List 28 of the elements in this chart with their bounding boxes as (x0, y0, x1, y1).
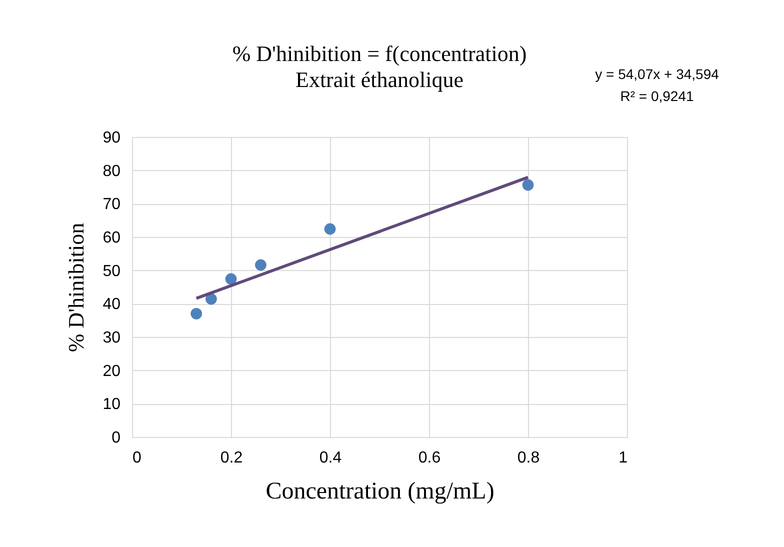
point (324, 223, 336, 235)
x-tick-label: 0.2 (220, 450, 243, 466)
y-tick-label: 90 (102, 130, 121, 146)
x-tick-label: 1 (618, 450, 628, 466)
point (190, 308, 202, 320)
y-tick-label: 40 (102, 296, 121, 314)
y-tick-label: 10 (102, 396, 121, 414)
y-tick-label: 20 (102, 362, 121, 380)
y-tick-label: 60 (102, 230, 121, 246)
point (522, 179, 534, 191)
x-tick-label: 0.6 (418, 450, 441, 466)
chart-subtitle: Extrait éthanolique (296, 67, 464, 92)
y-tick-label: 0 (112, 430, 121, 446)
y-tick-label: 50 (102, 262, 121, 280)
x-axis-title: Concentration (mg/mL) (266, 478, 494, 504)
x-tick-label: 0.4 (319, 450, 342, 466)
x-tick-label: 0 (132, 450, 142, 466)
point (225, 273, 237, 285)
text: R² = 0,9241 (620, 88, 694, 104)
y-tick-label: 30 (102, 330, 121, 346)
text: y = 54,07x + 34,594 (595, 66, 720, 82)
point (255, 259, 266, 271)
point (206, 293, 217, 305)
y-tick-label: 70 (102, 196, 121, 214)
y-axis-title: % D'hinibition (64, 222, 89, 352)
chart-title: % D'hinibition = f(concentration) (232, 41, 527, 66)
x-tick-label: 0.8 (517, 450, 540, 466)
y-tick-label: 80 (102, 162, 121, 180)
